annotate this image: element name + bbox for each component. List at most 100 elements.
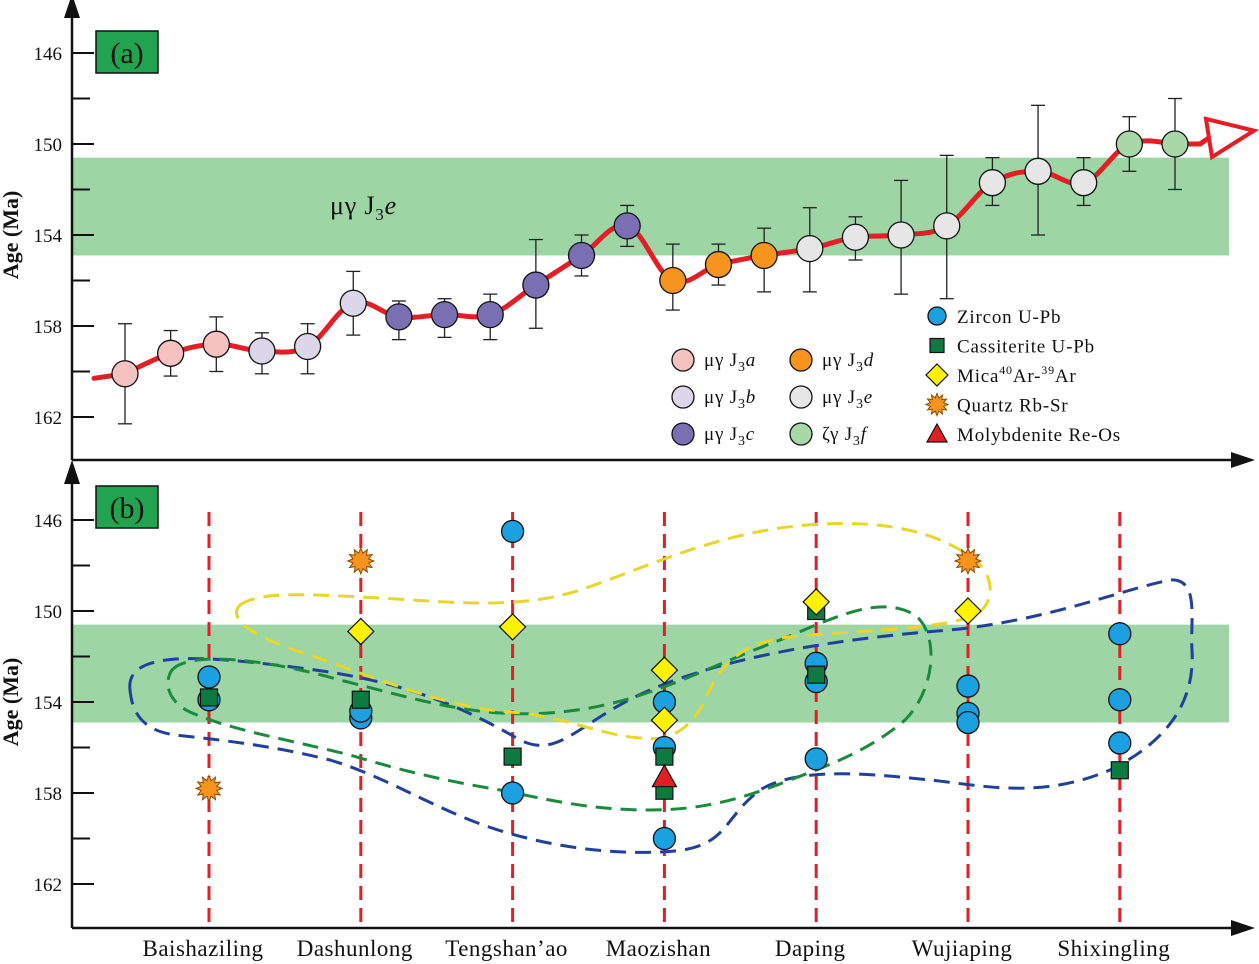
legend-a-label: μγ J3a	[704, 350, 756, 375]
legend-b-marker	[925, 422, 949, 443]
sample-point	[293, 332, 322, 361]
x-category-label: Maozishan	[606, 936, 711, 961]
zircon-point	[804, 747, 828, 771]
sample-point	[796, 234, 824, 263]
sample-point	[522, 271, 550, 299]
sample-point	[613, 212, 641, 240]
legend-b: Zircon U-Pb Cassiterite U-Pb Mica40Ar-39Ar…	[924, 306, 1120, 446]
x-axis-arrowhead	[1231, 452, 1255, 468]
legend-b-label: Mica40Ar-39Ar	[957, 363, 1077, 387]
data-point-group	[476, 293, 504, 341]
x-category-label: Baishaziling	[143, 936, 264, 961]
reference-band	[72, 624, 1229, 723]
x-category-label: Dashunlong	[297, 936, 413, 961]
data-point-group	[1115, 116, 1143, 172]
sample-point	[111, 360, 139, 388]
sample-point	[933, 212, 961, 240]
legend-a-marker	[671, 385, 695, 409]
legend-a-label: μγ J3d	[822, 350, 874, 375]
data-point-group	[293, 323, 322, 375]
zircon-point	[197, 665, 221, 689]
sample-point	[339, 289, 367, 317]
data-point-group	[933, 154, 961, 300]
sample-point	[1161, 130, 1189, 158]
sample-point	[887, 221, 915, 249]
data-point-group	[202, 316, 230, 373]
cassiterite-point	[655, 747, 674, 766]
legend-b-marker	[924, 392, 950, 417]
cassiterite-point	[1110, 761, 1129, 780]
zircon-point	[652, 826, 677, 851]
zircon-point	[956, 710, 980, 735]
x-category-label: Daping	[775, 936, 846, 961]
data-point-group	[339, 270, 367, 336]
series-molybdenite	[651, 763, 678, 788]
sample-point	[157, 339, 185, 367]
y-tick-label: 154	[34, 693, 63, 714]
y-tick-label: 158	[34, 784, 63, 805]
quartz-point	[953, 546, 983, 576]
panel-tag-label: (a)	[110, 37, 143, 70]
panel-b: 146 150 154 158 162 Age (Ma) (b) Baishaziling Da…	[0, 460, 1255, 961]
series-quartz	[194, 546, 983, 803]
data-point-group	[385, 300, 413, 341]
reference-band	[72, 157, 1229, 256]
data-point-group	[1161, 97, 1189, 191]
zircon-point	[1108, 731, 1132, 755]
series-mica	[346, 588, 982, 735]
mica-point	[954, 597, 982, 625]
legend-a-marker	[789, 385, 813, 409]
legend-a-marker	[671, 422, 695, 446]
legend-b-marker	[927, 306, 947, 326]
data-point-group	[841, 216, 870, 261]
sample-point	[704, 250, 733, 279]
panel-tag-box	[95, 30, 159, 74]
y-tick-label: 146	[34, 511, 63, 532]
data-point-group	[796, 207, 824, 293]
sample-point	[567, 241, 596, 270]
envelope-zircon	[128, 578, 1194, 854]
x-axis-arrowhead	[1231, 920, 1255, 936]
data-point-group	[613, 204, 641, 248]
data-point-group	[750, 227, 778, 293]
legend-b-marker	[925, 363, 949, 387]
envelope-mica	[235, 521, 992, 741]
sample-point	[430, 300, 459, 329]
x-category-label: Tengshan’ao	[445, 936, 568, 961]
data-point-group	[978, 156, 1007, 207]
molybdenite-point	[651, 763, 678, 788]
quartz-point	[346, 546, 376, 576]
mica-point	[650, 706, 679, 735]
sample-point	[1070, 169, 1098, 197]
y-tick-label: 146	[34, 44, 63, 65]
data-point-group	[1070, 156, 1098, 207]
data-point-group	[248, 332, 276, 375]
zircon-point	[1108, 688, 1132, 712]
data-point-group	[157, 329, 185, 377]
cassiterite-point	[503, 747, 522, 766]
y-axis-label: Age (Ma)	[0, 658, 23, 747]
sample-point	[202, 330, 230, 358]
y-tick-label: 154	[34, 226, 63, 247]
y-axis-arrowhead	[64, 460, 80, 484]
zircon-point	[500, 781, 525, 805]
trend-arrowhead	[1203, 116, 1259, 161]
mica-point	[802, 588, 831, 616]
sample-point	[659, 266, 687, 295]
legend-b-label: Zircon U-Pb	[957, 307, 1061, 328]
legend-a-label: μγ J3b	[704, 387, 756, 412]
legend-b-label: Quartz Rb-Sr	[957, 396, 1068, 417]
data-point-group	[887, 179, 915, 295]
y-axis-arrowhead	[64, 0, 80, 18]
sample-point	[1115, 130, 1143, 158]
legend-a: μγ J3a μγ J3b μγ J3c μγ J3d μγ J3e ζγ J3f	[671, 348, 874, 449]
data-point-group	[430, 298, 459, 339]
legend-a-label: ζγ J3f	[822, 424, 869, 449]
data-point-group	[111, 323, 139, 425]
legend-a-label: μγ J3e	[822, 387, 873, 412]
data-point-group	[1024, 104, 1052, 236]
x-category-label: Wujiaping	[912, 936, 1013, 961]
mica-point	[498, 613, 527, 641]
